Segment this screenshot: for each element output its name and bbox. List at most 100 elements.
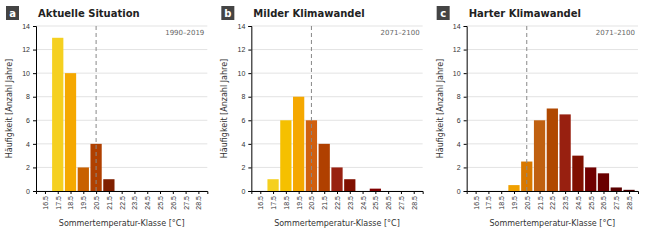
panel-badge: c [437,6,450,20]
tick-label: 10 [22,70,30,77]
tick-mark [375,191,376,194]
tick-label: 10 [453,70,461,77]
tick-mark [33,73,36,74]
tick-label: 6 [457,117,461,124]
y-axis: 02468101214 [238,23,252,195]
bar [470,191,481,192]
bar [395,191,406,192]
tick: 8 [241,93,251,100]
tick-label: 23.5 [562,196,569,210]
tick-label: 4 [457,141,461,148]
bar [611,187,622,191]
bar [559,114,570,191]
tick: 27.5 [613,191,620,210]
bar [623,190,634,191]
tick: 28.5 [195,191,202,210]
y-axis: 02468101214 [453,23,467,195]
tick-label: 0 [241,188,245,195]
tick-mark [299,191,300,194]
tick: 6 [241,117,251,124]
tick-mark [616,191,617,194]
tick: 21.5 [106,191,113,210]
tick-mark [248,50,251,51]
tick-label: 27.5 [183,196,190,210]
tick-mark [260,191,261,194]
tick: 20.5 [524,191,531,210]
tick: 25.5 [157,191,164,210]
tick-label: 24.5 [144,196,151,210]
panel-badge: a [6,6,19,20]
tick-label: 26.5 [600,196,607,210]
tick: 22.5 [334,191,341,210]
panel-label: b [224,8,231,19]
tick-label: 24.5 [575,196,582,210]
tick-mark [122,191,123,194]
tick-mark [552,191,553,194]
tick-label: 23.5 [131,196,138,210]
tick-mark [33,167,36,168]
bar [293,97,304,191]
tick-label: 27.5 [398,196,405,210]
tick-label: 14 [22,23,30,30]
axis-line [252,192,423,195]
tick: 2 [241,164,251,171]
tick: 12 [238,46,252,53]
bar [331,167,342,191]
tick: 26.5 [385,191,392,210]
tick-label: 2 [26,164,30,171]
tick-mark [324,191,325,194]
bar [585,167,596,191]
tick-label: 23.5 [347,196,354,210]
bar [52,38,63,191]
panel-badge: b [221,6,234,20]
tick-label: 6 [241,117,245,124]
tick-mark [464,50,467,51]
tick: 24.5 [360,191,367,210]
tick: 23.5 [562,191,569,210]
bars [52,26,114,191]
y-axis: 02468101214 [22,23,36,195]
badge-box [437,6,450,20]
tick-mark [134,191,135,194]
tick-mark [173,191,174,194]
tick-mark [464,191,467,192]
y-axis-title: Häufigkeit [Anzahl Jahre] [220,59,229,158]
tick-label: 8 [26,93,30,100]
tick: 16.5 [473,191,480,210]
annotation: 2071–2100 [596,29,635,37]
x-axis-title: Sommertemperatur-Klasse [°C] [489,219,615,228]
bar [39,191,50,192]
bar [116,191,127,192]
tick-mark [273,191,274,194]
tick-label: 25.5 [157,196,164,210]
tick-mark [388,191,389,194]
tick-mark [33,191,36,192]
tick-label: 20.5 [524,196,531,210]
bar [167,191,178,192]
tick-label: 28.5 [411,196,418,210]
y-axis-title: Häufigkeit [Anzahl Jahre] [436,59,445,158]
grid [251,26,422,191]
tick: 4 [241,141,251,148]
grid-line [467,49,638,50]
tick: 8 [457,93,467,100]
tick-label: 22.5 [334,196,341,210]
bar [598,173,609,191]
tick-mark [476,191,477,194]
tick-mark [33,26,36,27]
bar [508,185,519,191]
tick-mark [401,191,402,194]
panel-label: c [440,8,446,19]
tick-label: 0 [26,188,30,195]
title: Harter Klimawandel [469,8,581,19]
tick-mark [33,50,36,51]
panel-label: a [9,8,16,19]
tick-label: 27.5 [613,196,620,210]
tick-label: 20.5 [308,196,315,210]
tick-mark [33,97,36,98]
tick-label: 18.5 [283,196,290,210]
tick: 2 [26,164,36,171]
bar [496,191,507,192]
tick-mark [629,191,630,194]
bar [65,73,76,191]
